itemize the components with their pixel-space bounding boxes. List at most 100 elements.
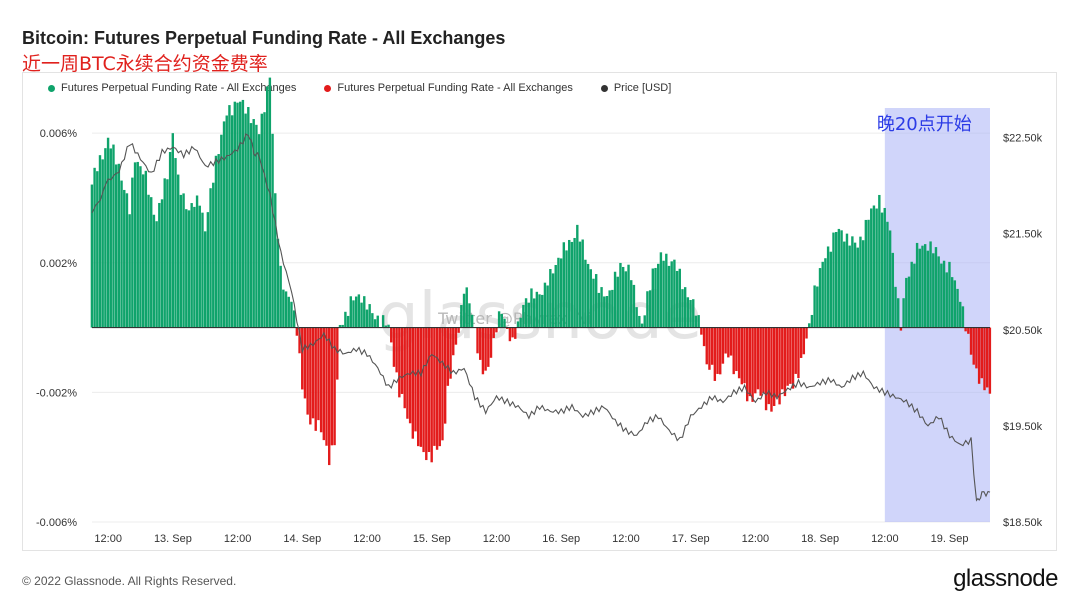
- funding-rate-bar: [371, 313, 374, 328]
- funding-rate-bar: [923, 244, 927, 328]
- funding-rate-bar: [851, 236, 854, 328]
- funding-rate-bar: [212, 182, 215, 328]
- x-tick: 17. Sep: [672, 533, 710, 545]
- funding-rate-bar: [883, 207, 886, 328]
- funding-rate-bar: [438, 327, 441, 447]
- y-left-tick: -0.006%: [36, 517, 77, 529]
- funding-rate-bar: [705, 327, 708, 365]
- funding-rate-bar: [123, 189, 126, 328]
- funding-rate-bar: [346, 315, 350, 328]
- funding-rate-bar: [532, 298, 536, 328]
- legend-item-price[interactable]: Price [USD]: [600, 82, 671, 94]
- funding-rate-bar: [732, 327, 735, 375]
- funding-rate-bar: [848, 245, 851, 328]
- funding-rate-bar: [740, 327, 744, 385]
- funding-rate-bar: [309, 327, 312, 425]
- funding-rate-bar: [697, 315, 700, 328]
- chart-legend: Futures Perpetual Funding Rate - All Exc…: [48, 82, 671, 94]
- funding-rate-bar: [303, 327, 307, 399]
- funding-rate-bar: [689, 300, 692, 328]
- funding-rate-bar: [770, 327, 773, 412]
- legend-item-funding-positive[interactable]: Futures Perpetual Funding Rate - All Exc…: [48, 82, 296, 94]
- funding-rate-bar: [236, 102, 239, 328]
- funding-rate-bar: [913, 263, 916, 328]
- funding-rate-bar: [805, 327, 808, 339]
- legend-item-funding-negative[interactable]: Futures Perpetual Funding Rate - All Exc…: [324, 82, 573, 94]
- funding-rate-bar: [613, 271, 617, 328]
- price-line: [91, 133, 991, 502]
- funding-rate-bar: [174, 158, 177, 328]
- funding-rate-bar: [751, 327, 754, 402]
- funding-rate-bar: [902, 298, 905, 328]
- funding-rate-bar: [872, 205, 876, 328]
- funding-rate-bar: [899, 327, 903, 331]
- funding-rate-bar: [198, 205, 201, 328]
- funding-rate-bar: [427, 327, 431, 453]
- funding-rate-bar: [983, 327, 986, 391]
- funding-rate-bar: [584, 259, 587, 328]
- funding-rate-bar: [586, 263, 590, 328]
- funding-rate-bar: [897, 298, 900, 328]
- funding-rate-bar: [290, 301, 293, 328]
- funding-rate-bar: [360, 302, 363, 328]
- funding-rate-bar: [131, 177, 134, 328]
- funding-rate-bar: [600, 287, 603, 328]
- funding-rate-bar: [543, 282, 547, 328]
- legend-dot-icon: [600, 84, 608, 92]
- funding-rate-bar: [265, 86, 269, 328]
- funding-rate-bar: [344, 311, 347, 328]
- funding-rate-bar: [980, 327, 984, 379]
- funding-rate-bar: [452, 327, 455, 356]
- funding-rate-bar: [824, 258, 827, 328]
- funding-rate-bar: [659, 252, 663, 328]
- funding-rate-bar: [735, 327, 738, 372]
- funding-rate-bar: [956, 288, 959, 328]
- funding-rate-bar: [430, 327, 433, 463]
- funding-rate-bar: [449, 327, 452, 379]
- funding-rate-bar: [497, 311, 501, 328]
- funding-rate-bar: [700, 327, 703, 335]
- funding-rate-bar: [392, 327, 396, 367]
- funding-rate-bar: [120, 180, 123, 328]
- funding-rate-bar: [905, 277, 908, 328]
- brand-logo: glassnode: [953, 565, 1058, 592]
- funding-rate-bar: [888, 230, 892, 328]
- funding-rate-bar: [158, 202, 161, 328]
- funding-rate-bar: [109, 148, 112, 328]
- funding-rate-bar: [778, 327, 781, 405]
- funding-rate-bar: [662, 260, 665, 328]
- y-right-tick: $20.50k: [1003, 325, 1043, 337]
- funding-rate-bar: [878, 194, 881, 328]
- funding-rate-bar: [479, 327, 482, 360]
- funding-rate-bar: [977, 327, 981, 384]
- funding-rate-bar: [147, 194, 150, 328]
- funding-rate-bar: [748, 327, 752, 397]
- funding-rate-bar: [441, 327, 444, 441]
- funding-rate-bar: [524, 298, 528, 328]
- funding-rate-bar: [214, 155, 218, 328]
- x-tick: 16. Sep: [542, 533, 580, 545]
- funding-rate-bar: [363, 296, 366, 328]
- funding-rate-bar: [673, 259, 676, 328]
- funding-rate-bar: [322, 327, 326, 441]
- funding-rate-bar: [292, 310, 296, 328]
- funding-rate-bar: [460, 305, 463, 328]
- funding-rate-bar: [867, 219, 870, 328]
- funding-rate-bar: [263, 112, 266, 328]
- funding-rate-bar: [767, 327, 770, 405]
- x-tick: 12:00: [353, 533, 381, 545]
- x-tick: 12:00: [483, 533, 511, 545]
- funding-rate-bar: [185, 209, 188, 328]
- funding-rate-bar: [640, 323, 644, 328]
- x-tick: 12:00: [224, 533, 252, 545]
- funding-rate-bar: [964, 327, 967, 332]
- funding-rate-bar: [376, 315, 379, 328]
- funding-rate-bar: [861, 240, 865, 328]
- y-left-tick: 0.006%: [40, 128, 78, 140]
- funding-rate-bar: [948, 261, 951, 328]
- legend-label: Futures Perpetual Funding Rate - All Exc…: [61, 82, 297, 94]
- funding-rate-bar: [915, 242, 919, 328]
- funding-rate-bar: [781, 327, 784, 390]
- funding-rate-bar: [932, 253, 935, 328]
- funding-rate-bar: [368, 304, 371, 328]
